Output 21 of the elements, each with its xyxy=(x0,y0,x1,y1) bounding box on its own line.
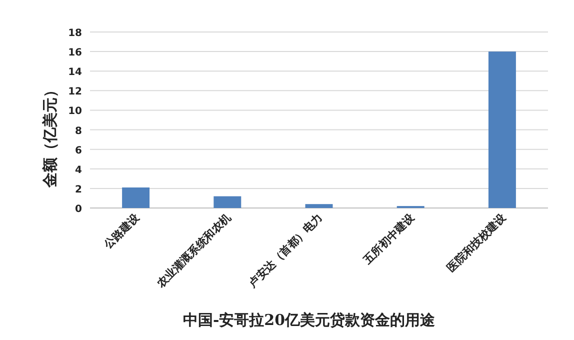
y-tick-label: 14 xyxy=(68,67,82,78)
bar xyxy=(122,187,150,208)
y-axis-title: 金额（亿美元） xyxy=(41,82,59,188)
bar xyxy=(488,52,516,208)
y-tick-label: 2 xyxy=(75,184,82,196)
x-tick-label: 五所初中建设 xyxy=(360,210,418,268)
y-tick-label: 8 xyxy=(75,126,82,137)
bar xyxy=(305,204,333,208)
y-tick-label: 12 xyxy=(68,86,82,98)
x-tick-label: 农业灌溉系统和农机 xyxy=(154,210,234,291)
x-tick-label: 卢安达（首都）电力 xyxy=(245,210,326,291)
bar xyxy=(214,196,242,208)
x-axis-title: 中国-安哥拉20亿美元贷款资金的用途 xyxy=(182,311,436,329)
y-tick-label: 18 xyxy=(68,28,82,39)
y-tick-label: 16 xyxy=(68,48,82,59)
x-tick-label: 公路建设 xyxy=(100,210,143,252)
y-tick-label: 4 xyxy=(75,164,82,176)
x-tick-label: 医院和技校建设 xyxy=(444,210,510,275)
y-tick-label: 10 xyxy=(68,106,82,118)
y-tick-label: 0 xyxy=(75,204,82,215)
y-tick-label: 6 xyxy=(75,145,82,156)
